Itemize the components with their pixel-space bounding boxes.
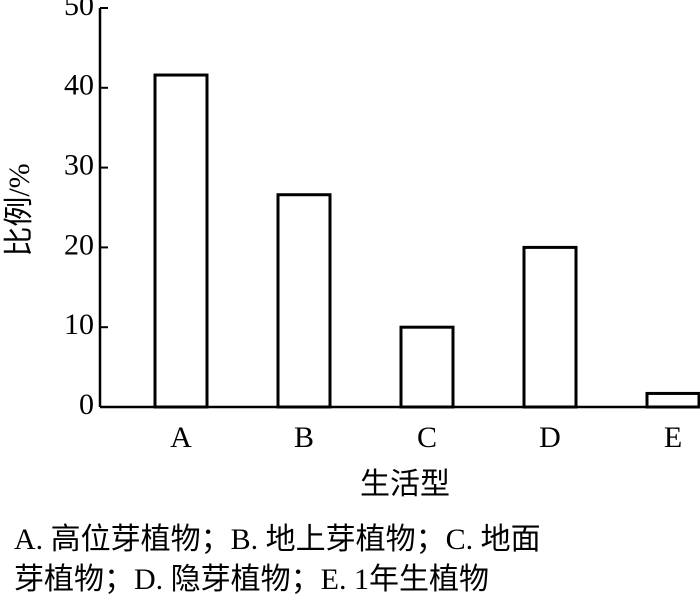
y-tick-label: 20	[64, 228, 94, 261]
x-tick-label: B	[294, 421, 314, 454]
bar	[522, 245, 578, 409]
y-axis-label: 比例/%	[3, 163, 36, 256]
x-tick-label: E	[664, 421, 682, 454]
y-tick-label: 0	[79, 388, 94, 421]
bar	[276, 193, 332, 409]
x-tick-label: C	[417, 421, 437, 454]
y-tick-label: 50	[64, 0, 94, 22]
x-tick-label: D	[539, 421, 561, 454]
y-tick-label: 30	[64, 148, 94, 181]
bar	[399, 325, 455, 409]
bar	[645, 391, 700, 409]
x-tick-label: A	[170, 421, 192, 454]
bar	[153, 73, 209, 409]
caption-line: A. 高位芽植物；B. 地上芽植物；C. 地面	[14, 523, 541, 556]
y-tick-label: 10	[64, 308, 94, 341]
x-axis-label: 生活型	[360, 468, 450, 501]
y-tick-label: 40	[64, 69, 94, 102]
caption-line: 芽植物；D. 隐芽植物；E. 1年生植物	[14, 563, 489, 594]
